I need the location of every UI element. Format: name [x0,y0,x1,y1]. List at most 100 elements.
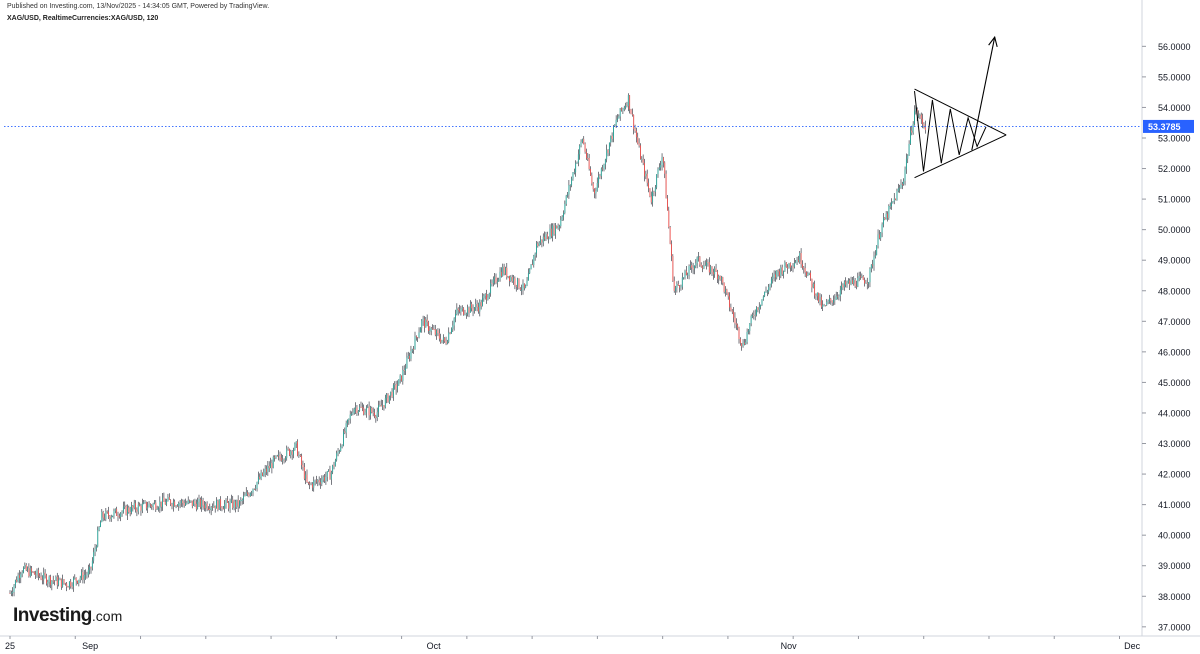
candle-body [893,198,895,202]
candle-body [532,264,533,266]
candle-body [313,480,315,488]
candle-body [662,157,664,163]
y-tick-label: 49.0000 [1158,256,1191,266]
candle-body [359,406,361,411]
candle-body [243,496,244,500]
candle-body [691,265,693,268]
candle-body [922,118,924,125]
candle-body [865,282,867,284]
candle-body [193,501,195,506]
candle-body [829,298,830,302]
candle-body [239,501,240,507]
candle-body [613,126,614,139]
candle-body [95,546,97,549]
candle-body [203,505,205,509]
y-tick-label: 48.0000 [1158,286,1191,296]
candle-body [714,268,716,275]
candle-body [310,483,312,485]
candle-body [248,494,250,496]
candle-body [171,504,173,507]
candle-body [189,500,190,501]
candle-body [527,273,529,281]
breakout-arrow-shaft [971,37,996,151]
candle-body [21,572,23,575]
candle-body [733,311,735,318]
candle-body [710,266,712,273]
candle-body [426,319,428,323]
candle-body [444,337,446,342]
candle-body [264,468,266,473]
candle-body [484,294,486,296]
candle-body [725,289,726,292]
candle-body [251,492,253,494]
candle-body [553,225,555,235]
candle-body [257,476,259,483]
candle-body [457,308,459,311]
candle-body [260,472,262,479]
candle-body [329,470,331,480]
candle-body [854,279,856,287]
candle-body [16,580,18,582]
candle-body [911,130,913,133]
candle-body [564,203,566,214]
candle-body [409,355,411,359]
candle-body [515,285,517,287]
candle-body [363,407,365,415]
candle-body [726,289,728,293]
candle-body [55,576,57,582]
candle-body [422,318,424,321]
candle-body [230,499,232,502]
candle-body [172,501,174,507]
candle-body [804,268,806,273]
candle-body [374,412,375,417]
candle-body [556,225,558,229]
candle-body [502,266,504,276]
candle-body [220,499,222,508]
candle-body [540,239,541,243]
price-line-layer: 53.3785 [4,119,1194,133]
candle-body [322,476,324,480]
candle-body [587,158,589,159]
candle-body [834,299,836,301]
candle-body [229,501,231,509]
candle-body [885,213,887,220]
candle-body [94,548,96,553]
candle-body [667,198,668,211]
candle-body [764,291,766,297]
candle-body [129,511,131,513]
y-tick-label: 51.0000 [1158,195,1191,205]
candle-body [862,276,864,280]
candle-body [456,308,458,314]
candle-body [101,511,103,523]
candle-body [116,508,118,516]
candle-body [149,504,151,506]
candle-body [573,172,575,174]
candle-body [402,370,404,381]
candle-body [650,196,652,203]
candle-body [448,332,450,342]
candle-body [222,508,224,510]
candle-body [225,499,227,504]
candle-body [105,511,107,519]
candle-body [421,320,423,329]
candle-body [50,576,51,585]
candle-body [891,202,892,206]
candle-body [549,228,551,239]
candle-body [811,278,813,288]
candle-body [546,234,548,240]
candle-body [818,292,820,302]
candle-body [274,456,276,458]
candle-body [478,306,479,312]
candle-body [842,285,844,288]
candle-body [356,407,358,414]
candle-body [796,259,798,263]
candle-body [602,168,604,170]
candle-body [316,480,317,482]
candle-body [428,322,429,332]
candle-body [648,182,649,189]
candle-body [133,503,135,508]
candle-body [700,264,702,267]
candle-body [775,274,776,278]
candle-body [334,460,336,467]
